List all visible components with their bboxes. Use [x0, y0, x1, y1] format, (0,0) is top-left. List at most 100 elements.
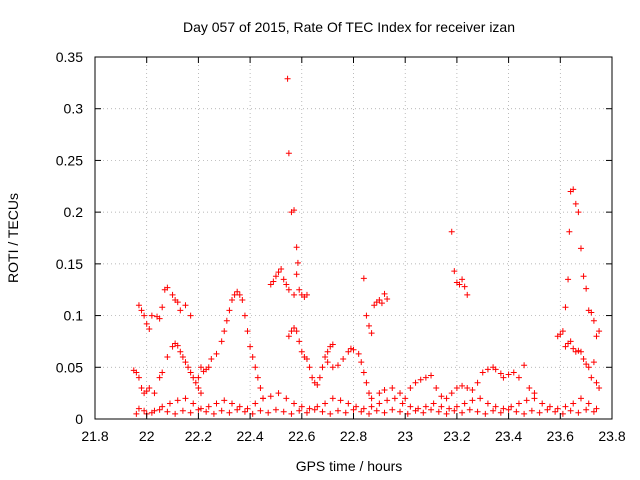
data-point — [159, 369, 166, 376]
data-point — [407, 384, 414, 391]
data-point — [143, 320, 150, 327]
data-point — [319, 364, 326, 371]
data-point — [169, 291, 176, 298]
data-point — [459, 276, 466, 283]
data-point — [570, 345, 577, 352]
data-point — [373, 407, 380, 414]
data-point — [580, 356, 587, 363]
data-point — [588, 309, 595, 316]
data-point — [482, 410, 489, 417]
data-point — [283, 281, 290, 288]
data-point — [521, 362, 528, 369]
data-point — [177, 348, 184, 355]
data-point — [577, 348, 584, 355]
data-point — [169, 343, 176, 350]
data-point — [283, 395, 290, 402]
data-point — [241, 408, 248, 415]
x-tick-label: 22.4 — [236, 428, 263, 444]
data-point — [554, 405, 561, 412]
data-point — [135, 374, 142, 381]
data-point — [226, 307, 233, 314]
data-point — [197, 405, 204, 412]
data-point — [303, 409, 310, 416]
data-point — [311, 406, 318, 413]
data-point — [334, 362, 341, 369]
data-point — [562, 304, 569, 311]
data-point — [360, 369, 367, 376]
data-point — [182, 395, 189, 402]
data-point — [231, 291, 238, 298]
data-point — [355, 350, 362, 357]
data-point — [566, 228, 573, 235]
x-tick-label: 22.8 — [340, 428, 367, 444]
data-point — [464, 291, 471, 298]
data-point — [190, 374, 197, 381]
data-point — [399, 400, 406, 407]
data-point — [389, 384, 396, 391]
data-point — [187, 369, 194, 376]
data-point — [366, 322, 373, 329]
data-point — [185, 364, 192, 371]
data-point — [340, 356, 347, 363]
data-point — [324, 359, 331, 366]
data-point — [461, 400, 468, 407]
data-point — [412, 379, 419, 386]
data-point — [164, 353, 171, 360]
data-point — [187, 312, 194, 319]
data-point — [376, 297, 383, 304]
data-point — [146, 384, 153, 391]
data-point — [218, 407, 225, 414]
data-point — [596, 328, 603, 335]
data-point — [293, 328, 300, 335]
data-point — [559, 410, 566, 417]
data-point — [456, 281, 463, 288]
data-point — [298, 403, 305, 410]
data-point — [156, 374, 163, 381]
data-point — [590, 317, 597, 324]
data-point — [247, 343, 254, 350]
data-point — [174, 397, 181, 404]
y-tick-label: 0.35 — [56, 49, 83, 65]
data-point — [523, 397, 530, 404]
data-point — [453, 384, 460, 391]
data-point — [195, 384, 202, 391]
data-point — [508, 403, 515, 410]
data-point — [156, 315, 163, 322]
data-point — [177, 307, 184, 314]
data-point — [567, 407, 574, 414]
data-point — [552, 408, 559, 415]
data-point — [505, 371, 512, 378]
data-point — [148, 312, 155, 319]
data-point — [294, 259, 301, 266]
data-point — [241, 312, 248, 319]
data-point — [291, 324, 298, 331]
data-point — [159, 304, 166, 311]
data-point — [265, 409, 272, 416]
data-point — [192, 379, 199, 386]
data-point — [298, 348, 305, 355]
data-point — [179, 407, 186, 414]
data-point — [234, 288, 241, 295]
data-point — [249, 410, 256, 417]
data-point — [570, 186, 577, 193]
y-tick-label: 0.3 — [64, 101, 84, 117]
y-axis-label: ROTI / TECUs — [5, 193, 21, 283]
data-point — [515, 400, 522, 407]
data-point — [505, 406, 512, 413]
data-point — [350, 406, 357, 413]
data-point — [291, 291, 298, 298]
data-point — [280, 276, 287, 283]
data-point — [577, 245, 584, 252]
data-point — [528, 407, 535, 414]
data-point — [210, 410, 217, 417]
data-point — [570, 400, 577, 407]
x-axis-label: GPS time / hours — [296, 458, 403, 474]
data-point — [324, 348, 331, 355]
data-point — [229, 297, 236, 304]
data-point — [218, 338, 225, 345]
data-point — [239, 297, 246, 304]
data-point — [296, 286, 303, 293]
data-point — [575, 347, 582, 354]
data-point — [572, 348, 579, 355]
data-point — [285, 286, 292, 293]
